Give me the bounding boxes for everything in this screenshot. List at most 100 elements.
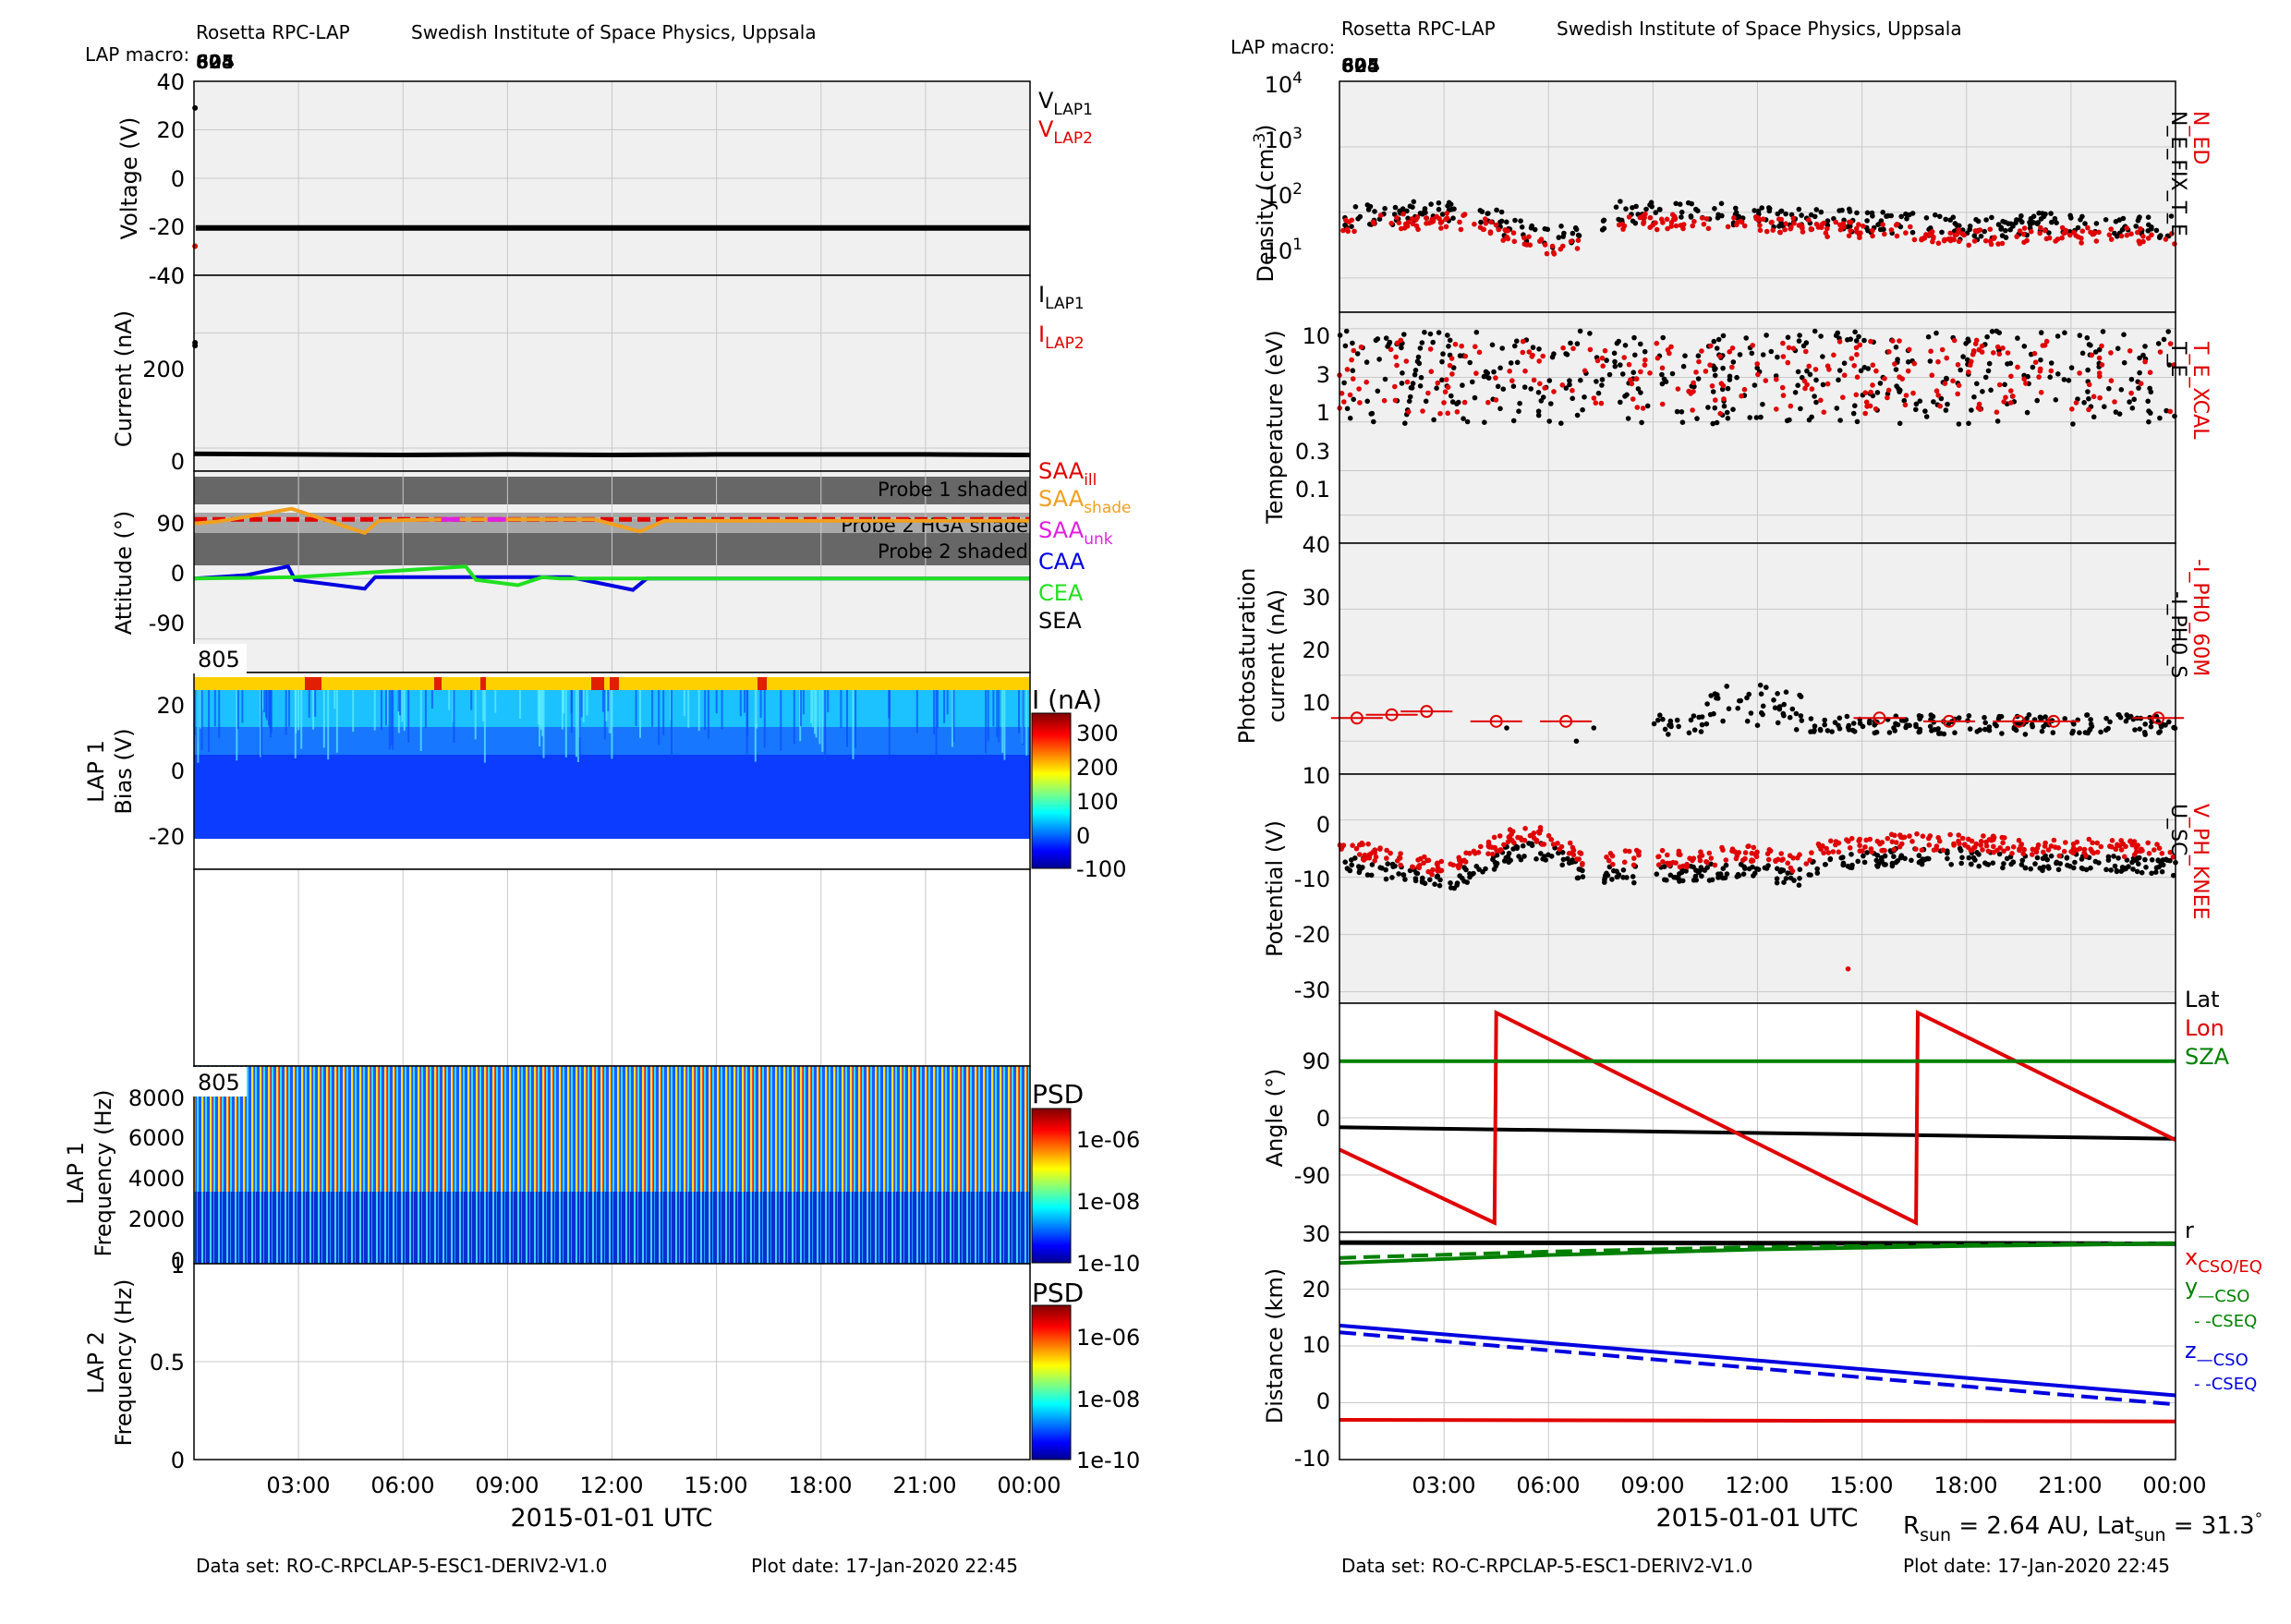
sweep-heat-stripes	[194, 677, 1030, 763]
red-point	[2018, 842, 2024, 849]
black-point	[1528, 386, 1533, 392]
red-point	[1430, 867, 1436, 873]
black-point	[2070, 421, 2076, 427]
black-point	[2003, 227, 2008, 234]
left-xtick-3: 09:00	[475, 1473, 539, 1498]
sweep-stripe	[759, 690, 762, 719]
black-point	[1765, 863, 1771, 868]
black-point	[1436, 206, 1442, 212]
red-point	[1970, 348, 1977, 354]
red-point	[1965, 836, 1971, 842]
black-point	[1654, 871, 1660, 877]
black-point	[1864, 850, 1870, 855]
ph0-s-point	[1720, 718, 1726, 724]
black-point	[1450, 215, 1456, 221]
potential-ylabel: Potential (V)	[1262, 820, 1288, 957]
black-point	[1854, 418, 1861, 425]
black-point	[2082, 221, 2088, 226]
black-point	[1759, 205, 1764, 211]
red-point	[2063, 229, 2068, 236]
distance-marks	[1339, 1240, 2176, 1424]
left-xtick-2: 06:00	[370, 1473, 434, 1498]
red-point	[1780, 393, 1787, 398]
ph0-s-point	[1708, 693, 1714, 698]
red-point	[1560, 243, 1566, 249]
black-point	[2113, 409, 2119, 415]
red-point	[1978, 842, 1983, 848]
red-point	[2096, 370, 2103, 376]
red-point	[1774, 376, 1779, 382]
black-point	[2000, 218, 2006, 224]
sweep-stripe	[746, 690, 749, 736]
black-point	[1612, 358, 1618, 365]
red-point	[2046, 235, 2053, 241]
black-point	[1352, 204, 1359, 210]
red-point	[1684, 861, 1690, 867]
psd1-cbar-tick-1: 1e-06	[1076, 1127, 1140, 1153]
psd1-colorbar	[1031, 1108, 1072, 1264]
black-point	[1538, 851, 1544, 856]
black-point	[1491, 369, 1497, 375]
black-point	[1649, 203, 1655, 210]
black-point	[1775, 866, 1780, 872]
angle-legend-sza: SZA	[2185, 1044, 2230, 1070]
sweep-stripe	[300, 690, 303, 749]
black-point	[1823, 862, 1828, 867]
black-point	[1714, 419, 1720, 426]
black-point	[1383, 867, 1388, 873]
red-point	[1706, 850, 1713, 856]
red-point	[2021, 376, 2027, 382]
black-point	[1795, 369, 1801, 375]
right-xtick-8: 00:00	[2142, 1473, 2206, 1498]
black-point	[1514, 338, 1520, 345]
red-point	[1621, 355, 1627, 360]
psd1-colorbar-label: PSD	[1032, 1079, 1084, 1109]
distance-ytick-3: 10	[1302, 1332, 1330, 1358]
black-point	[2155, 341, 2162, 346]
sweep-stripe	[996, 690, 999, 737]
red-point	[1708, 855, 1715, 861]
red-point	[1415, 226, 1421, 233]
psd1-ytick-5: 0	[171, 1248, 185, 1274]
red-point	[1951, 841, 1957, 847]
red-point	[1828, 838, 1834, 844]
red-point	[1622, 848, 1629, 854]
sweep-stripe	[607, 690, 610, 712]
black-point	[1631, 334, 1637, 341]
red-point	[1602, 347, 1608, 354]
red-point	[1349, 357, 1354, 363]
black-point	[2108, 867, 2114, 873]
black-point	[2145, 228, 2151, 234]
black-point	[2052, 215, 2058, 222]
black-point	[1575, 875, 1582, 881]
red-point	[1697, 854, 1703, 860]
black-point	[1618, 399, 1623, 406]
red-point	[1746, 843, 1752, 849]
black-point	[1775, 211, 1781, 217]
red-point	[1910, 390, 1916, 396]
black-point	[2005, 361, 2010, 367]
red-point	[2098, 843, 2104, 850]
red-point	[1888, 831, 1895, 838]
black-point	[1917, 398, 1923, 405]
red-point	[2133, 849, 2139, 854]
red-point	[1509, 378, 1515, 383]
right-footer-dataset: Data set: RO-C-RPCLAP-5-ESC1-DERIV2-V1.0	[1341, 1555, 1752, 1577]
black-point	[1517, 400, 1522, 406]
black-point	[1679, 409, 1685, 415]
black-point	[1891, 854, 1897, 859]
legend-saa-unk-sub: unk	[1084, 530, 1113, 549]
sweep-stripe	[539, 690, 541, 726]
red-point	[1976, 346, 1982, 353]
black-point	[1631, 879, 1637, 886]
ph0-s-point	[1504, 725, 1509, 731]
ph0-s-point	[1735, 705, 1740, 711]
black-point	[2048, 360, 2055, 366]
red-point	[1947, 237, 1954, 244]
black-point	[2086, 395, 2091, 402]
red-point	[1919, 847, 1925, 853]
black-point	[2149, 857, 2155, 863]
red-point	[2167, 408, 2173, 415]
black-point	[1907, 212, 1912, 218]
angle-legend-lon: Lon	[2185, 1015, 2224, 1041]
